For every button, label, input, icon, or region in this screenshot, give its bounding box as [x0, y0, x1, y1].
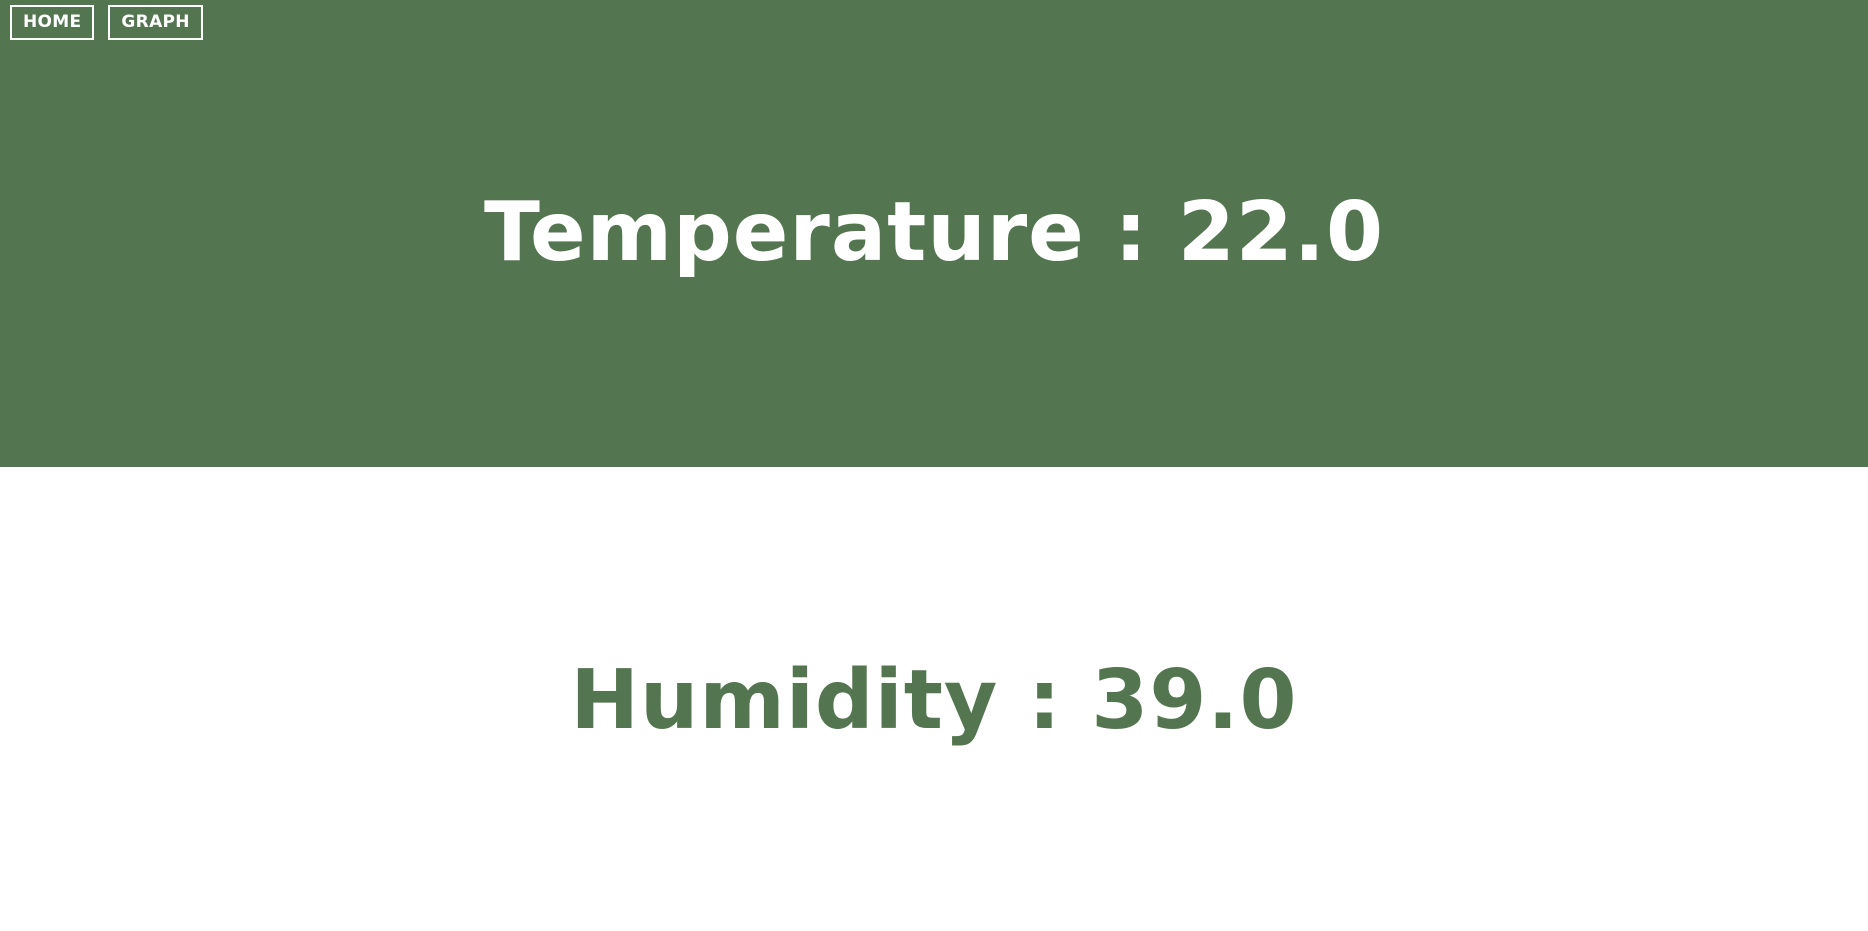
top-navigation: HOME GRAPH: [10, 5, 203, 40]
temperature-label: Temperature: [483, 185, 1085, 280]
humidity-separator: :: [998, 653, 1092, 748]
home-button[interactable]: HOME: [10, 5, 95, 40]
humidity-panel: [0, 467, 1868, 931]
temperature-reading: Temperature : 22.0: [0, 183, 1868, 283]
temperature-separator: :: [1084, 185, 1178, 280]
temperature-panel: [0, 0, 1868, 467]
temperature-value: 22.0: [1177, 185, 1385, 280]
graph-button[interactable]: GRAPH: [108, 5, 203, 40]
humidity-reading: Humidity : 39.0: [0, 651, 1868, 751]
humidity-value: 39.0: [1091, 653, 1298, 748]
humidity-label: Humidity: [570, 653, 999, 748]
